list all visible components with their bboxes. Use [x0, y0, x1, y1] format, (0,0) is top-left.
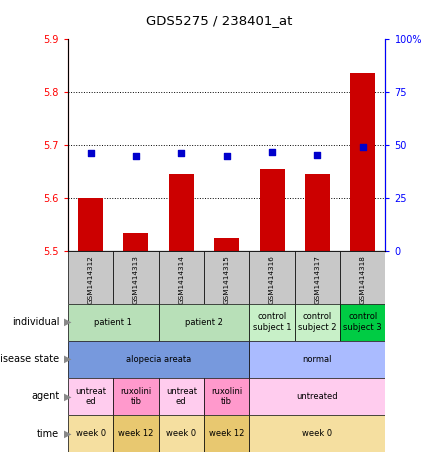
Text: GSM1414318: GSM1414318	[360, 255, 366, 304]
Text: alopecia areata: alopecia areata	[126, 355, 191, 364]
Text: control
subject 1: control subject 1	[253, 313, 291, 332]
Bar	[68, 378, 113, 415]
Text: week 12: week 12	[118, 429, 154, 438]
Text: ruxolini
tib: ruxolini tib	[211, 387, 242, 406]
Bar	[214, 238, 239, 251]
Point	[268, 149, 276, 156]
Bar	[340, 251, 385, 304]
Bar	[204, 378, 249, 415]
Text: GSM1414317: GSM1414317	[314, 255, 320, 304]
Text: untreat
ed: untreat ed	[166, 387, 197, 406]
Text: GSM1414314: GSM1414314	[178, 255, 184, 304]
Point	[87, 150, 94, 157]
Point	[359, 144, 366, 151]
Text: agent: agent	[31, 391, 59, 401]
Text: ▶: ▶	[64, 317, 71, 327]
Text: GSM1414315: GSM1414315	[224, 255, 230, 304]
Bar	[68, 341, 249, 378]
Text: patient 2: patient 2	[185, 318, 223, 327]
Bar	[295, 251, 340, 304]
Bar	[249, 341, 385, 378]
Bar	[204, 251, 249, 304]
Bar	[124, 233, 148, 251]
Text: control
subject 2: control subject 2	[298, 313, 337, 332]
Text: disease state: disease state	[0, 354, 59, 364]
Text: ▶: ▶	[64, 354, 71, 364]
Text: untreat
ed: untreat ed	[75, 387, 106, 406]
Bar	[78, 198, 103, 251]
Bar	[159, 378, 204, 415]
Text: time: time	[37, 429, 59, 439]
Text: patient 1: patient 1	[94, 318, 132, 327]
Point	[178, 150, 185, 157]
Bar	[305, 174, 330, 251]
Point	[223, 152, 230, 159]
Bar	[159, 415, 204, 452]
Bar	[260, 169, 285, 251]
Text: GSM1414313: GSM1414313	[133, 255, 139, 304]
Bar	[249, 415, 385, 452]
Text: control
subject 3: control subject 3	[343, 313, 382, 332]
Point	[132, 152, 139, 159]
Text: untreated: untreated	[297, 392, 338, 401]
Bar	[169, 174, 194, 251]
Bar	[68, 415, 113, 452]
Text: week 0: week 0	[75, 429, 106, 438]
Text: ruxolini
tib: ruxolini tib	[120, 387, 152, 406]
Bar	[295, 304, 340, 341]
Bar	[113, 378, 159, 415]
Text: GSM1414312: GSM1414312	[88, 255, 94, 304]
Bar	[68, 304, 159, 341]
Bar	[159, 304, 249, 341]
Text: individual: individual	[12, 317, 59, 327]
Text: week 12: week 12	[209, 429, 244, 438]
Bar	[249, 304, 295, 341]
Bar	[249, 378, 385, 415]
Bar	[350, 73, 375, 251]
Text: week 0: week 0	[302, 429, 332, 438]
Text: ▶: ▶	[64, 391, 71, 401]
Bar	[113, 251, 159, 304]
Text: GDS5275 / 238401_at: GDS5275 / 238401_at	[146, 14, 292, 28]
Bar	[249, 251, 295, 304]
Text: normal: normal	[303, 355, 332, 364]
Point	[314, 151, 321, 158]
Bar	[113, 415, 159, 452]
Text: GSM1414316: GSM1414316	[269, 255, 275, 304]
Bar	[159, 251, 204, 304]
Bar	[68, 251, 113, 304]
Bar	[340, 304, 385, 341]
Bar	[204, 415, 249, 452]
Text: ▶: ▶	[64, 429, 71, 439]
Text: week 0: week 0	[166, 429, 196, 438]
